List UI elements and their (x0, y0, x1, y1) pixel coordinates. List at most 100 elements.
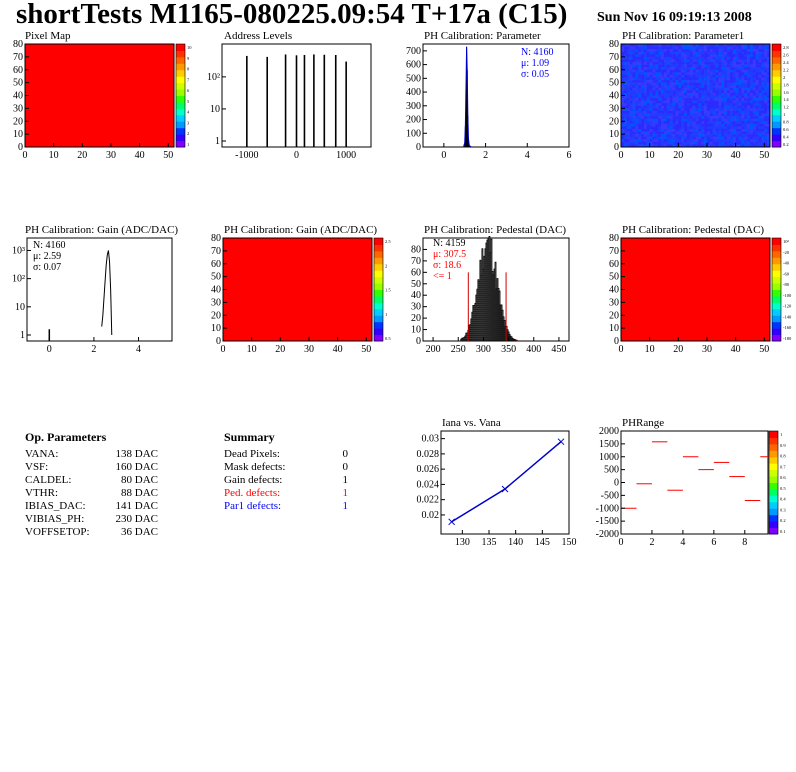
ph-param1-map-cell (727, 49, 731, 53)
iana-vana-chart[interactable]: 130 135 140 145 1500.020.0220.0240.0260.0280… (396, 427, 596, 552)
ph-param1-map-cell (643, 62, 648, 65)
ph-param1-map-cell (635, 110, 639, 114)
ph-param1-map-cell (681, 108, 685, 112)
ph-param1-map-cell (752, 49, 756, 53)
ph-param1-map-cell (684, 95, 688, 99)
ph-param1-map-cell (629, 69, 633, 73)
ph-param1-map-cell (698, 56, 702, 60)
ph-param1-map-cell (761, 128, 765, 132)
ph-param1-map-cell (738, 80, 742, 83)
ph-param1-map-cell (638, 87, 642, 91)
ph-param1-map-cell (666, 144, 671, 148)
ph-param1-map-cell (747, 67, 751, 71)
ph-param1-map-cell (758, 92, 762, 96)
ph-param1-map-cell (641, 62, 645, 65)
ph-param1-map-cell (635, 59, 639, 63)
ph-param1-map-cell (744, 113, 748, 117)
ph-param1-map-cell (621, 126, 625, 130)
ph-param1-map-cell (623, 110, 628, 114)
ph-param1-map-cell (635, 80, 639, 83)
ph-param1-map-cell (752, 82, 756, 86)
ph-param1-map-cell (752, 123, 756, 127)
gain-map-colorbar-label: 2.5 (385, 239, 391, 244)
ph-param1-map-cell (643, 46, 648, 50)
pixel-map-colorbar-frame (175, 43, 186, 148)
ph-param1-map-cell (695, 121, 699, 125)
ph-param1-map-ytick-label: 40 (609, 91, 619, 102)
ph-param1-map-cell (752, 54, 756, 58)
ph-param1-map-cell (689, 123, 693, 127)
ph-param1-map-cell (678, 139, 682, 143)
ph-param1-map-cell (646, 85, 650, 89)
ph-param1-map-cell (704, 46, 708, 50)
ph-param1-map-cell (738, 69, 742, 73)
ph-param1-map-cell (755, 90, 759, 94)
ph-param1-map-cell (623, 46, 628, 50)
ph-param1-map-cell (718, 77, 722, 81)
ph-param1-map-cell (692, 144, 696, 148)
iana-vana-xtick-label: 145 (535, 537, 550, 548)
ph-param1-map-cell (672, 59, 676, 63)
ph-param1-map-cell (623, 64, 628, 68)
pixel-map-colorbar-cell (176, 101, 185, 109)
ph-param1-map-cell (755, 59, 759, 63)
phrange-ytick-label: -1000 (596, 503, 619, 514)
ph-param1-map-cell (752, 116, 756, 119)
ph-param1-map-cell (686, 80, 691, 83)
ph-param1-map-cell (669, 134, 673, 137)
ph-param1-map-cell (646, 116, 650, 119)
ph-param1-map-cell (761, 121, 765, 125)
ph-param1-map-cell (704, 118, 708, 122)
ph-param1-map-cell (669, 69, 673, 73)
phrange-chart[interactable]: 0 2 4 6 82000150010005000-500-1000-1500-2000… (596, 427, 796, 552)
ph-param1-map-cell (701, 51, 705, 55)
pedestal-map-colorbar-cell (772, 308, 781, 316)
pedestal-map-ytick-label: 40 (609, 285, 619, 296)
ph-param1-map-cell (749, 62, 754, 65)
ph-param1-map-cell (704, 139, 708, 143)
ph-param1-map-cell (661, 136, 665, 140)
ph-param1-map-cell (704, 49, 708, 53)
ph-param1-map-cell (715, 108, 719, 112)
ph-param1-map-cell (712, 64, 716, 68)
ph-param1-map-cell (709, 56, 713, 60)
ph-param1-map-cell (621, 56, 625, 60)
ph-param1-map-cell (652, 139, 656, 143)
ph-param1-map-cell (658, 131, 662, 135)
ph-param1-map-cell (638, 77, 642, 81)
ph-param1-map-cell (721, 54, 725, 58)
ph-param1-map-cell (641, 116, 645, 119)
ph-param1-map-cell (727, 110, 731, 114)
ph-param1-map-cell (663, 62, 668, 65)
ph-param1-map-cell (666, 74, 671, 78)
ph-param1-map-cell (626, 90, 630, 94)
ph-param1-map-cell (623, 51, 628, 55)
iana-vana-ytick-label: 0.02 (422, 510, 440, 521)
ph-param1-map-cell (735, 131, 739, 135)
ph-param1-map-cell (641, 108, 645, 112)
ph-param1-map-cell (672, 105, 676, 109)
ph-param1-map-cell (675, 92, 679, 96)
ph-param1-map-cell (689, 62, 693, 65)
ph-param1-map-cell (684, 77, 688, 81)
ph-param1-map-cell (755, 123, 759, 127)
op-param-label: IBIAS_DAC: (25, 500, 86, 512)
ph-param1-map-cell (698, 121, 702, 125)
pixel-map-colorbar-cell (176, 82, 185, 90)
ph-param1-map-cell (675, 118, 679, 122)
ph-param1-map-cell (761, 64, 765, 68)
ph-param1-map-cell (689, 144, 693, 148)
ph-param1-map-cell (752, 98, 756, 101)
ph-param1-map-cell (704, 82, 708, 86)
gain-map-colorbar-cell (374, 308, 383, 316)
ph-param1-map-cell (669, 98, 673, 101)
ph-param1-map-cell (724, 108, 728, 112)
